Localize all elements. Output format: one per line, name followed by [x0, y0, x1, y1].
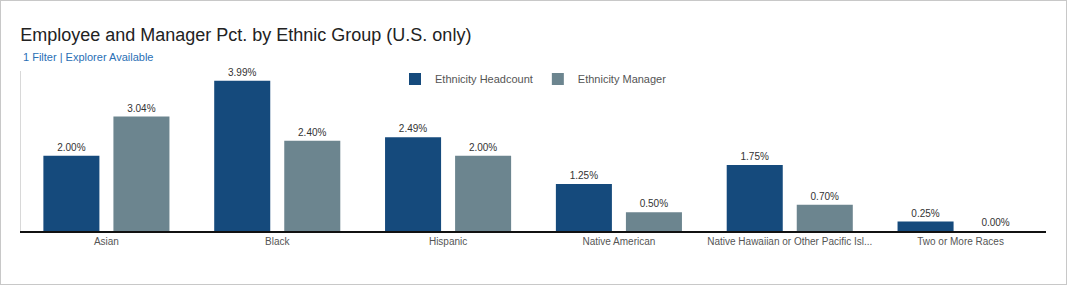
svg-text:2.40%: 2.40% — [298, 127, 326, 138]
svg-text:0.50%: 0.50% — [640, 198, 668, 209]
svg-text:Native Hawaiian or Other Pacif: Native Hawaiian or Other Pacific Isl... — [707, 236, 872, 247]
svg-text:0.25%: 0.25% — [911, 208, 939, 219]
svg-text:0.70%: 0.70% — [811, 191, 839, 202]
svg-text:2.00%: 2.00% — [469, 142, 497, 153]
svg-text:1 Filter | Explorer Available: 1 Filter | Explorer Available — [23, 51, 153, 63]
svg-text:Black: Black — [265, 236, 290, 247]
svg-text:Ethnicity Headcount: Ethnicity Headcount — [435, 73, 533, 85]
svg-text:Two or More Races: Two or More Races — [917, 236, 1004, 247]
svg-text:2.49%: 2.49% — [399, 123, 427, 134]
svg-text:Native American: Native American — [583, 236, 656, 247]
svg-text:Employee and Manager Pct. by E: Employee and Manager Pct. by Ethnic Grou… — [20, 25, 471, 45]
svg-text:1.25%: 1.25% — [570, 170, 598, 181]
svg-text:0.00%: 0.00% — [981, 217, 1009, 228]
svg-text:Ethnicity Manager: Ethnicity Manager — [578, 73, 666, 85]
svg-text:3.99%: 3.99% — [228, 67, 256, 78]
svg-text:1.75%: 1.75% — [740, 151, 768, 162]
svg-text:Asian: Asian — [94, 236, 119, 247]
svg-text:2.00%: 2.00% — [57, 142, 85, 153]
svg-text:Hispanic: Hispanic — [429, 236, 467, 247]
svg-text:3.04%: 3.04% — [127, 103, 155, 114]
